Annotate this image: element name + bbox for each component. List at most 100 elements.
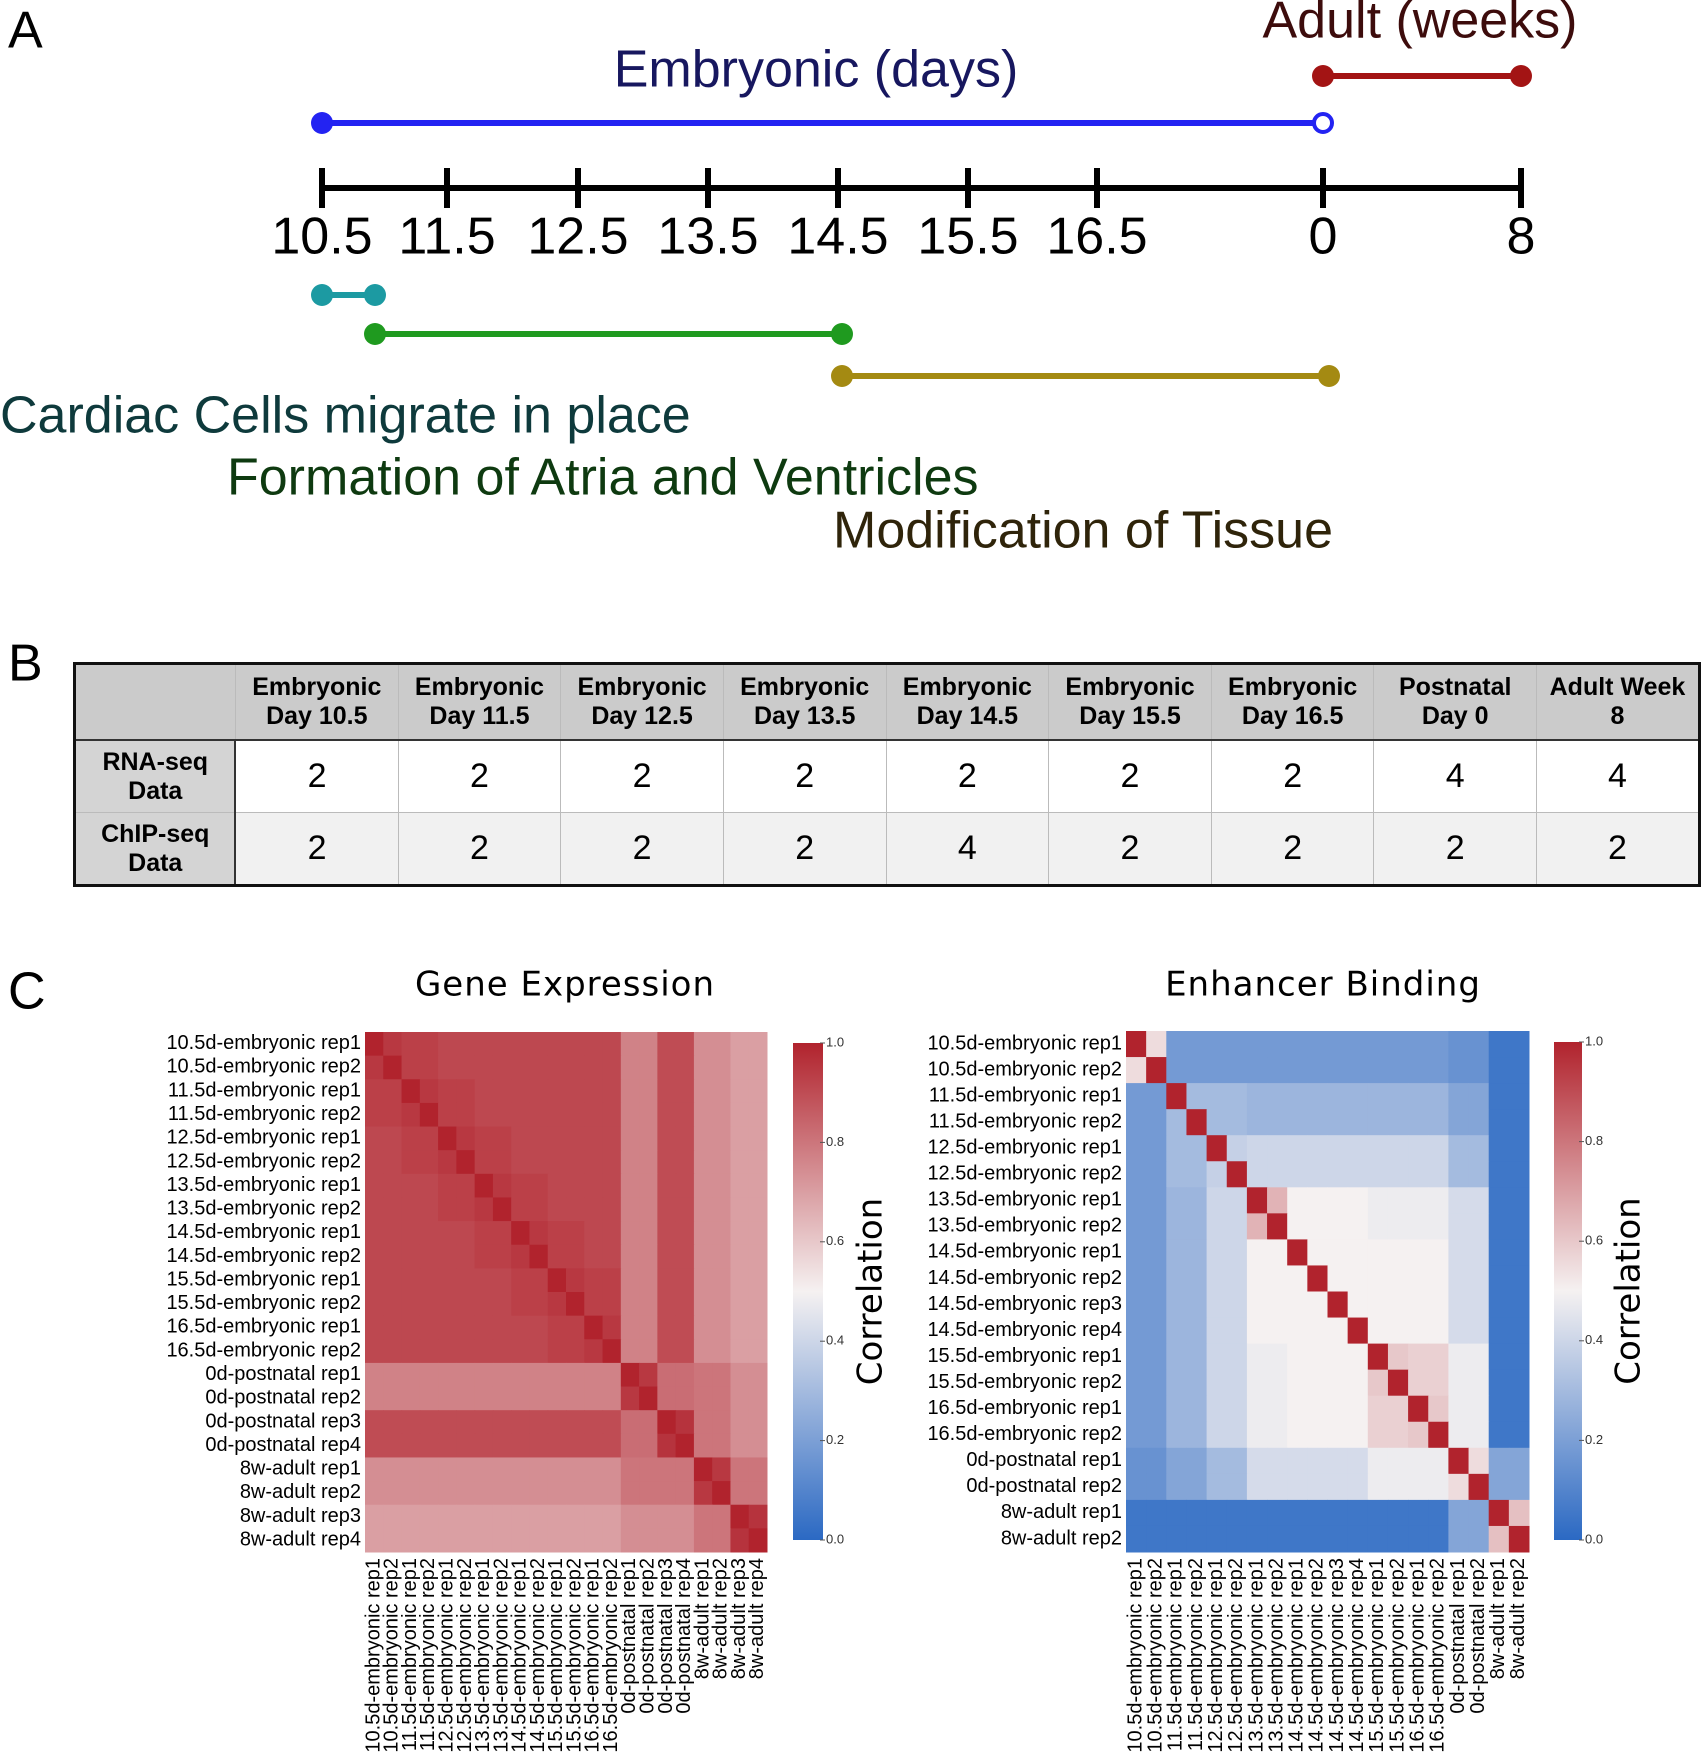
phase-start — [1312, 65, 1334, 87]
heatmap-cell — [1428, 1291, 1449, 1319]
colorbar-tick-label: 0.8 — [826, 1134, 844, 1149]
heatmap-cell — [712, 1079, 731, 1104]
heatmap-cell — [1408, 1187, 1429, 1214]
heatmap-cell — [639, 1292, 658, 1317]
heatmap-cell — [419, 1528, 439, 1553]
heatmap-cell — [602, 1150, 622, 1175]
heatmap-cell — [438, 1481, 457, 1506]
colorbar — [1554, 1042, 1582, 1540]
cell-line: Embryonic — [1228, 673, 1358, 701]
column-label: 13.5d-embryonic rep2 — [1265, 1558, 1287, 1753]
heatmap-cell — [712, 1032, 731, 1057]
heatmap-cell — [1448, 1499, 1470, 1527]
heatmap-cell — [1488, 1213, 1510, 1240]
header-row: Embryonic Day 10.5 Embryonic Day 11.5 Embryo… — [74, 663, 1701, 741]
heatmap-cell — [693, 1126, 713, 1151]
heatmap-cell — [1226, 1135, 1248, 1162]
heatmap-cell — [1347, 1525, 1369, 1553]
heatmap-cell — [492, 1386, 512, 1411]
heatmap-cell — [1448, 1213, 1470, 1240]
heatmap-cell — [438, 1173, 457, 1198]
heatmap-cell — [1186, 1473, 1208, 1501]
heatmap-cell — [547, 1504, 567, 1529]
heatmap-cell — [365, 1197, 384, 1222]
colorbar-tick-label: 0.6 — [1585, 1233, 1603, 1248]
heatmap-cell — [1367, 1187, 1389, 1214]
heatmap-cell — [1146, 1317, 1167, 1345]
row-label: 8w-adult rep3 — [240, 1505, 361, 1527]
heatmap-cell — [474, 1410, 494, 1435]
heatmap-cell — [1267, 1109, 1288, 1136]
heatmap-cell — [1267, 1499, 1288, 1527]
heatmap-cell — [693, 1292, 713, 1317]
heatmap-cell — [1246, 1057, 1268, 1084]
heatmap-cell — [1408, 1421, 1429, 1449]
heatmap-cell — [1146, 1057, 1167, 1084]
heatmap-cell — [1408, 1343, 1429, 1371]
heatmap-cell — [511, 1315, 530, 1340]
heatmap-cell — [1246, 1473, 1268, 1501]
heatmap-cell — [1206, 1265, 1228, 1292]
heatmap-cell — [1347, 1083, 1369, 1110]
heatmap-cell — [438, 1362, 457, 1388]
heatmap-cell — [1387, 1343, 1409, 1371]
column-label: 16.5d-embryonic rep1 — [1406, 1558, 1428, 1753]
heatmap-cell — [383, 1339, 403, 1364]
heatmap-cell — [1408, 1109, 1429, 1136]
column-label: 14.5d-embryonic rep4 — [1346, 1558, 1368, 1753]
heatmap-cell — [675, 1433, 695, 1458]
heatmap-cell — [602, 1244, 622, 1269]
heatmap-cell — [547, 1197, 567, 1222]
heatmap-cell — [1488, 1447, 1510, 1475]
heatmap-cell — [383, 1315, 403, 1340]
heatmap-cell — [1347, 1239, 1369, 1266]
heatmap-cell — [474, 1102, 494, 1128]
heatmap-cell — [529, 1079, 549, 1104]
column-label: 14.5d-embryonic rep1 — [509, 1558, 531, 1753]
heatmap-cell — [1246, 1291, 1268, 1319]
row-label: 13.5d-embryonic rep1 — [166, 1174, 361, 1196]
heatmap-cell — [547, 1410, 567, 1435]
heatmap-cell — [401, 1268, 421, 1293]
heatmap-cell — [1246, 1265, 1268, 1292]
cell-line: Day 12.5 — [591, 702, 693, 730]
heatmap-cell — [401, 1173, 421, 1198]
heatmap-cell — [675, 1504, 695, 1529]
heatmap-cell — [1327, 1369, 1349, 1397]
heatmap-cell — [1186, 1291, 1208, 1319]
data-row: ChIP-seq Data 2 2 2 2 4 2 2 2 2 — [74, 812, 1701, 886]
heatmap-cell — [675, 1481, 695, 1506]
heatmap-cell — [1186, 1421, 1208, 1449]
heatmap-cell — [438, 1339, 457, 1364]
heatmap-cell — [383, 1126, 403, 1151]
heatmap-cell — [1367, 1161, 1389, 1188]
heatmap-cell — [657, 1315, 677, 1340]
heatmap-cell — [1166, 1343, 1187, 1371]
heatmap-cell — [730, 1362, 750, 1388]
heatmap-cell — [748, 1126, 768, 1151]
heatmap-cell — [492, 1268, 512, 1293]
timeline-tick-label: 8 — [1507, 208, 1536, 266]
heatmap-cell — [419, 1433, 439, 1458]
heatmap-cell — [419, 1457, 439, 1482]
heatmap-cell — [748, 1410, 768, 1435]
heatmap-cell — [456, 1433, 476, 1458]
heatmap-cell — [620, 1362, 640, 1388]
heatmap-cell — [1126, 1291, 1147, 1319]
cell-line: Embryonic — [902, 673, 1032, 701]
heatmap-cell — [1287, 1421, 1308, 1449]
heatmap-cell — [547, 1244, 567, 1269]
heatmap-cell — [602, 1079, 622, 1104]
heatmap-cell — [1428, 1057, 1449, 1084]
column-header: Postnatal Day 0 — [1373, 663, 1537, 741]
heatmap-cell — [1226, 1395, 1248, 1423]
heatmap-cell — [1126, 1395, 1147, 1423]
heatmap-cell — [1166, 1473, 1187, 1501]
heatmap-cell — [1267, 1369, 1288, 1397]
column-label: 15.5d-embryonic rep2 — [563, 1558, 585, 1753]
heatmap-cell — [675, 1197, 695, 1222]
column-label: 12.5d-embryonic rep2 — [1225, 1558, 1247, 1753]
heatmap-cell — [566, 1126, 585, 1151]
heatmap-cell — [1126, 1447, 1147, 1475]
heatmap-cell — [1367, 1057, 1389, 1084]
